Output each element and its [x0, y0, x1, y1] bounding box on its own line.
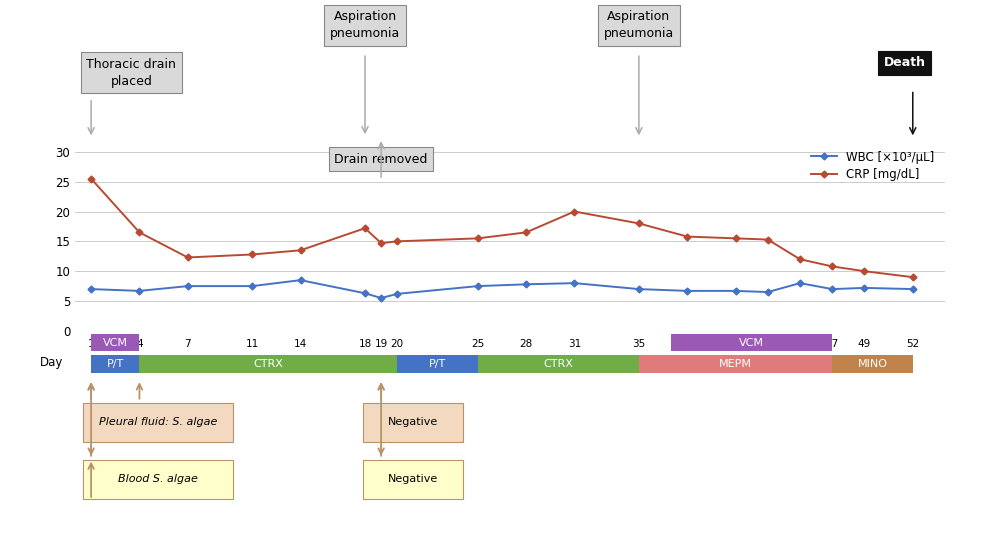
WBC [×10³/μL] [85, 286, 97, 292]
CRP [mg/dL] [826, 263, 838, 270]
WBC [×10³/μL] [826, 286, 838, 292]
CRP [mg/dL] [375, 240, 387, 246]
WBC [×10³/μL] [568, 280, 580, 286]
WBC [×10³/μL] [391, 291, 403, 297]
Text: MINO: MINO [858, 359, 888, 369]
WBC [×10³/μL] [375, 295, 387, 301]
Text: CTRX: CTRX [543, 359, 573, 369]
FancyBboxPatch shape [832, 355, 913, 373]
WBC [×10³/μL] [907, 286, 919, 292]
Text: CTRX: CTRX [253, 359, 283, 369]
Text: Aspiration
pneumonia: Aspiration pneumonia [604, 10, 674, 40]
CRP [mg/dL] [295, 247, 307, 253]
WBC [×10³/μL] [246, 283, 258, 289]
Text: P/T: P/T [429, 359, 446, 369]
Text: P/T: P/T [107, 359, 124, 369]
Text: Negative: Negative [388, 417, 438, 427]
FancyBboxPatch shape [363, 402, 463, 442]
Text: Day: Day [40, 356, 64, 369]
CRP [mg/dL] [762, 236, 774, 243]
CRP [mg/dL] [391, 238, 403, 245]
FancyBboxPatch shape [83, 402, 233, 442]
WBC [×10³/μL] [472, 283, 484, 289]
WBC [×10³/μL] [295, 277, 307, 284]
FancyBboxPatch shape [397, 355, 478, 373]
WBC [×10³/μL] [762, 289, 774, 295]
FancyBboxPatch shape [671, 334, 832, 351]
WBC [×10³/μL] [182, 283, 194, 289]
WBC [×10³/μL] [520, 281, 532, 287]
Legend: WBC [×10³/μL], CRP [mg/dL]: WBC [×10³/μL], CRP [mg/dL] [806, 146, 939, 186]
FancyBboxPatch shape [139, 355, 397, 373]
Text: Pleural fluid: S. algae: Pleural fluid: S. algae [99, 417, 217, 427]
CRP [mg/dL] [681, 233, 693, 240]
CRP [mg/dL] [633, 220, 645, 226]
Text: Drain removed: Drain removed [334, 153, 428, 166]
Text: Negative: Negative [388, 475, 438, 484]
Text: Blood S. algae: Blood S. algae [118, 475, 198, 484]
WBC [×10³/μL] [794, 280, 806, 286]
WBC [×10³/μL] [730, 288, 742, 294]
CRP [mg/dL] [730, 235, 742, 242]
CRP [mg/dL] [182, 254, 194, 261]
WBC [×10³/μL] [858, 285, 870, 291]
CRP [mg/dL] [359, 225, 371, 231]
CRP [mg/dL] [246, 251, 258, 258]
FancyBboxPatch shape [639, 355, 832, 373]
CRP [mg/dL] [520, 229, 532, 236]
FancyBboxPatch shape [363, 460, 463, 499]
WBC [×10³/μL] [681, 288, 693, 294]
WBC [×10³/μL] [133, 288, 145, 294]
Text: Death: Death [884, 56, 926, 69]
Text: MEPM: MEPM [719, 359, 752, 369]
Line: CRP [mg/dL]: CRP [mg/dL] [89, 176, 915, 280]
Text: Aspiration
pneumonia: Aspiration pneumonia [330, 10, 400, 40]
CRP [mg/dL] [85, 175, 97, 182]
Text: VCM: VCM [103, 337, 128, 348]
CRP [mg/dL] [907, 274, 919, 280]
FancyBboxPatch shape [91, 334, 139, 351]
CRP [mg/dL] [472, 235, 484, 242]
CRP [mg/dL] [858, 268, 870, 274]
Text: VCM: VCM [739, 337, 764, 348]
CRP [mg/dL] [568, 208, 580, 215]
CRP [mg/dL] [794, 256, 806, 263]
FancyBboxPatch shape [83, 460, 233, 499]
Text: Thoracic drain
placed: Thoracic drain placed [86, 58, 176, 88]
FancyBboxPatch shape [91, 355, 139, 373]
WBC [×10³/μL] [633, 286, 645, 292]
Line: WBC [×10³/μL]: WBC [×10³/μL] [89, 278, 915, 301]
WBC [×10³/μL] [359, 290, 371, 296]
CRP [mg/dL] [133, 229, 145, 236]
FancyBboxPatch shape [478, 355, 639, 373]
